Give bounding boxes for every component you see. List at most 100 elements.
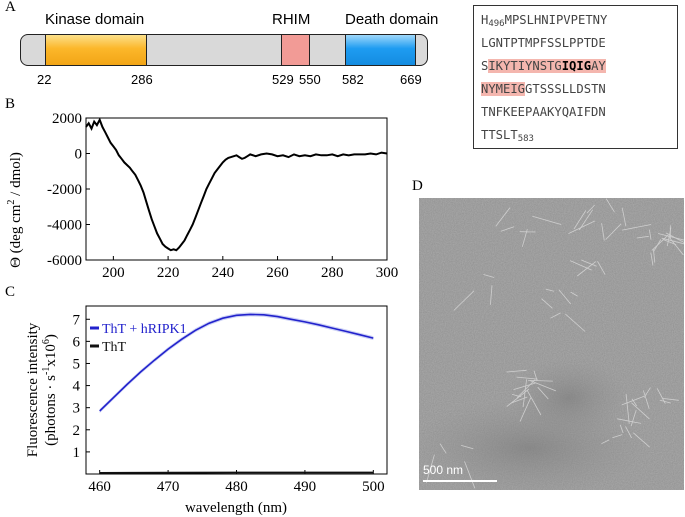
x-tick-label: 220 bbox=[157, 265, 180, 281]
fibril bbox=[537, 386, 549, 400]
fibril bbox=[568, 220, 595, 234]
fibril bbox=[661, 237, 684, 245]
fibril bbox=[643, 390, 650, 409]
fibril bbox=[516, 379, 536, 398]
fibril bbox=[490, 285, 493, 305]
cd-series-line bbox=[85, 117, 388, 252]
fibril bbox=[529, 380, 557, 392]
panel-letter-d: D bbox=[412, 178, 423, 194]
kinase-domain-block bbox=[45, 35, 147, 65]
x-tick-label: 200 bbox=[102, 265, 125, 281]
x-tick-label: 280 bbox=[321, 265, 344, 281]
fibril bbox=[511, 396, 528, 404]
fibril bbox=[528, 380, 553, 382]
legend-label-tht: ThT bbox=[102, 340, 127, 355]
fibril bbox=[605, 198, 615, 213]
y-tick-label: 2 bbox=[73, 423, 81, 439]
scale-bar-label: 500 nm bbox=[423, 463, 464, 477]
fibril bbox=[621, 207, 627, 227]
panel-letter-b: B bbox=[5, 96, 16, 112]
fibril bbox=[625, 394, 630, 424]
x-tick-label: 460 bbox=[88, 479, 111, 495]
y-tick-label: -4000 bbox=[47, 218, 82, 234]
fibril bbox=[439, 443, 447, 454]
plot-frame bbox=[85, 117, 388, 261]
fibril bbox=[565, 313, 586, 332]
rhim-core-motif: IQIG bbox=[561, 59, 592, 73]
position-label: 669 bbox=[400, 72, 422, 87]
fibril bbox=[558, 289, 572, 305]
fibril bbox=[658, 233, 684, 241]
fibril bbox=[659, 399, 672, 404]
position-label: 529 bbox=[272, 72, 294, 87]
fibril bbox=[662, 398, 679, 401]
fibril bbox=[500, 226, 515, 232]
fibril bbox=[617, 418, 642, 424]
position-label: 286 bbox=[131, 72, 153, 87]
fibril bbox=[633, 432, 650, 448]
x-tick-label: 500 bbox=[362, 479, 385, 495]
fibril bbox=[631, 402, 650, 420]
micrograph-image bbox=[419, 198, 684, 490]
fibril bbox=[483, 274, 495, 278]
fibril bbox=[636, 235, 649, 239]
fibril bbox=[526, 390, 542, 416]
fibril bbox=[581, 259, 597, 267]
legend: ThT + hRIPK1 ThT bbox=[90, 322, 187, 355]
fibril bbox=[573, 210, 587, 230]
fibril bbox=[516, 376, 538, 380]
domain-map: Kinase domain RHIM Death domain 22 286 5… bbox=[0, 0, 440, 90]
y-tick-label: 0 bbox=[75, 147, 83, 163]
x-tick-label: 490 bbox=[294, 479, 317, 495]
y-tick-label: 5 bbox=[73, 356, 81, 372]
rhim-highlight: IKYTIYNSTGIQIGAY bbox=[488, 59, 606, 73]
panel-letter-a: A bbox=[5, 0, 16, 15]
fibril bbox=[464, 461, 476, 489]
fibril bbox=[630, 410, 637, 427]
fibril bbox=[631, 398, 638, 407]
y-tick-label: -2000 bbox=[47, 182, 82, 198]
panel-letter-c: C bbox=[5, 284, 16, 300]
fibril bbox=[513, 382, 536, 390]
tht-fluorescence-chart: 460 470 480 490 500 7 6 5 4 3 2 1 ThT + hRIPK1 ThT … bbox=[25, 305, 388, 516]
rhim-highlight: NYMEIG bbox=[481, 82, 526, 96]
fibril bbox=[550, 312, 561, 319]
y-tick-label: 2000 bbox=[52, 111, 82, 127]
domain-label-death: Death domain bbox=[345, 11, 439, 28]
fibril bbox=[545, 288, 555, 292]
fibril bbox=[601, 223, 605, 241]
fibril bbox=[649, 229, 652, 240]
fibril bbox=[460, 445, 474, 450]
position-label: 582 bbox=[342, 72, 364, 87]
x-axis-label: wavelength (nm) bbox=[185, 500, 287, 516]
domain-label-rhim: RHIM bbox=[272, 11, 311, 28]
fibril bbox=[569, 260, 592, 271]
fibril bbox=[576, 261, 597, 277]
position-label: 550 bbox=[299, 72, 321, 87]
fibril bbox=[521, 229, 528, 247]
sequence-line-6: TTSLT583 bbox=[481, 128, 534, 144]
x-tick-label: 260 bbox=[266, 265, 289, 281]
y-tick-label: 3 bbox=[73, 401, 81, 417]
fibril bbox=[625, 426, 632, 439]
em-micrograph: 500 nm bbox=[419, 198, 684, 490]
fibril bbox=[578, 209, 593, 231]
sequence-box: H496MPSLHNIPVPETNY LGNTPTMPFSSLPPTDE SIK… bbox=[473, 5, 678, 149]
fibril bbox=[650, 252, 654, 266]
sequence-line-3: SIKYTIYNSTGIQIGAY bbox=[481, 59, 606, 73]
fibril bbox=[605, 223, 622, 240]
sequence-line-1: H496MPSLHNIPVPETNY bbox=[481, 13, 608, 29]
y-tick-label: 1 bbox=[73, 445, 81, 461]
domain-label-kinase: Kinase domain bbox=[45, 11, 145, 28]
fibril bbox=[651, 234, 669, 251]
death-domain-block bbox=[345, 35, 416, 65]
y-axis-label-line2: (photons · s-1x106) bbox=[41, 334, 59, 446]
fibril bbox=[586, 204, 595, 214]
x-tick-label: 300 bbox=[376, 265, 399, 281]
fibril bbox=[597, 261, 606, 275]
tht-hripk1-series-line bbox=[99, 313, 374, 412]
legend-label-tht-hripk1: ThT + hRIPK1 bbox=[102, 322, 187, 337]
fibril bbox=[619, 424, 624, 434]
fibril bbox=[667, 235, 684, 256]
y-tick-label: 6 bbox=[73, 334, 81, 350]
